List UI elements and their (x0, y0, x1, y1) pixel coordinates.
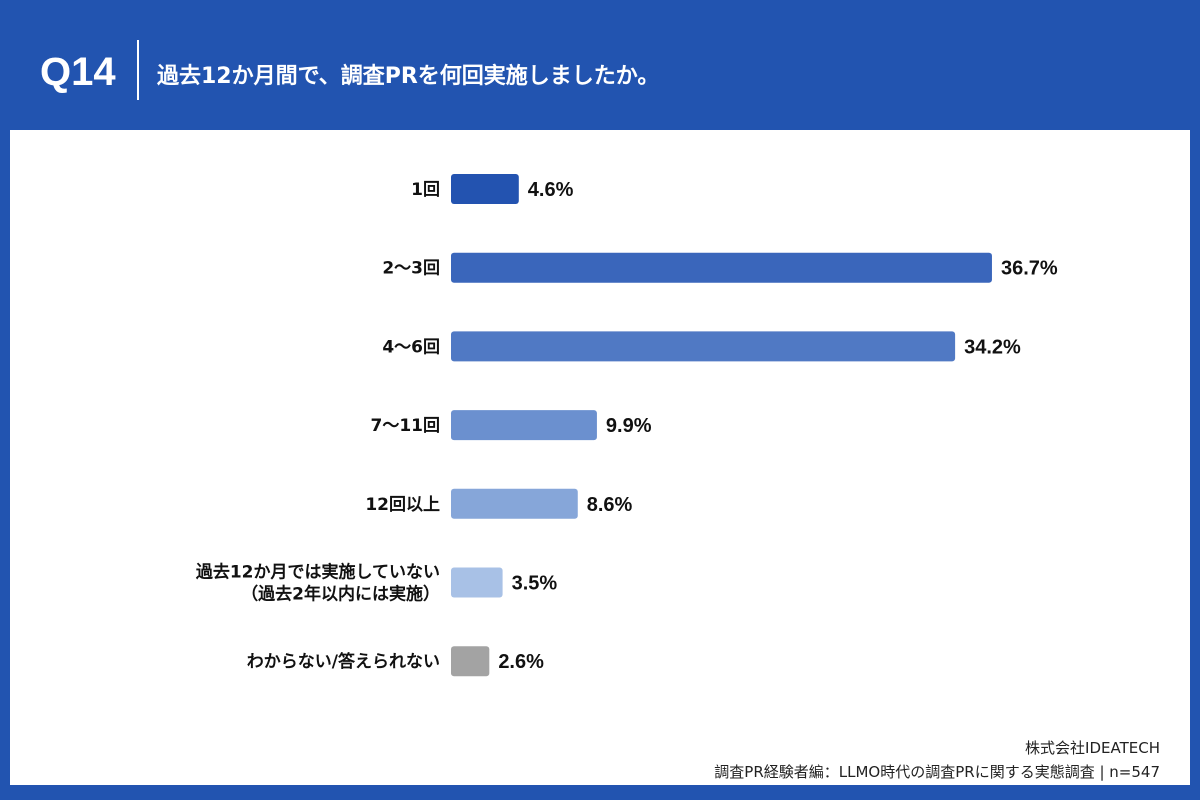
category-label: 4〜6回 (382, 337, 440, 357)
bar (451, 488, 578, 519)
data-label: 8.6% (587, 494, 633, 516)
source-note: 調査PR経験者編：LLMO時代の調査PRに関する実態調査 | n=547 (714, 763, 1160, 781)
data-label: 4.6% (528, 179, 574, 201)
bar (451, 331, 956, 362)
category-label: 過去12か月では実施していない (196, 562, 440, 583)
data-label: 3.5% (512, 573, 558, 595)
data-label: 36.7% (1001, 258, 1058, 280)
bar (451, 567, 503, 598)
bar (451, 410, 597, 441)
category-label: わからない/答えられない (247, 651, 440, 672)
chart-panel (10, 130, 1190, 785)
category-label: 12回以上 (365, 495, 440, 515)
category-label: 2〜3回 (382, 259, 440, 279)
bar (451, 174, 519, 204)
bar (451, 646, 490, 677)
header-divider (137, 40, 139, 100)
category-label: 7〜11回 (371, 416, 441, 436)
data-label: 2.6% (498, 651, 544, 673)
data-label: 9.9% (606, 415, 652, 437)
data-label: 34.2% (964, 336, 1021, 358)
category-label: 1回 (411, 180, 440, 200)
question-number: Q14 (40, 50, 116, 94)
category-label: （過去2年以内には実施） (241, 584, 440, 605)
bar (451, 252, 992, 283)
page-title: 過去12か月間で、調査PRを何回実施しましたか。 (157, 64, 660, 89)
company-credit: 株式会社IDEATECH (1025, 739, 1160, 757)
